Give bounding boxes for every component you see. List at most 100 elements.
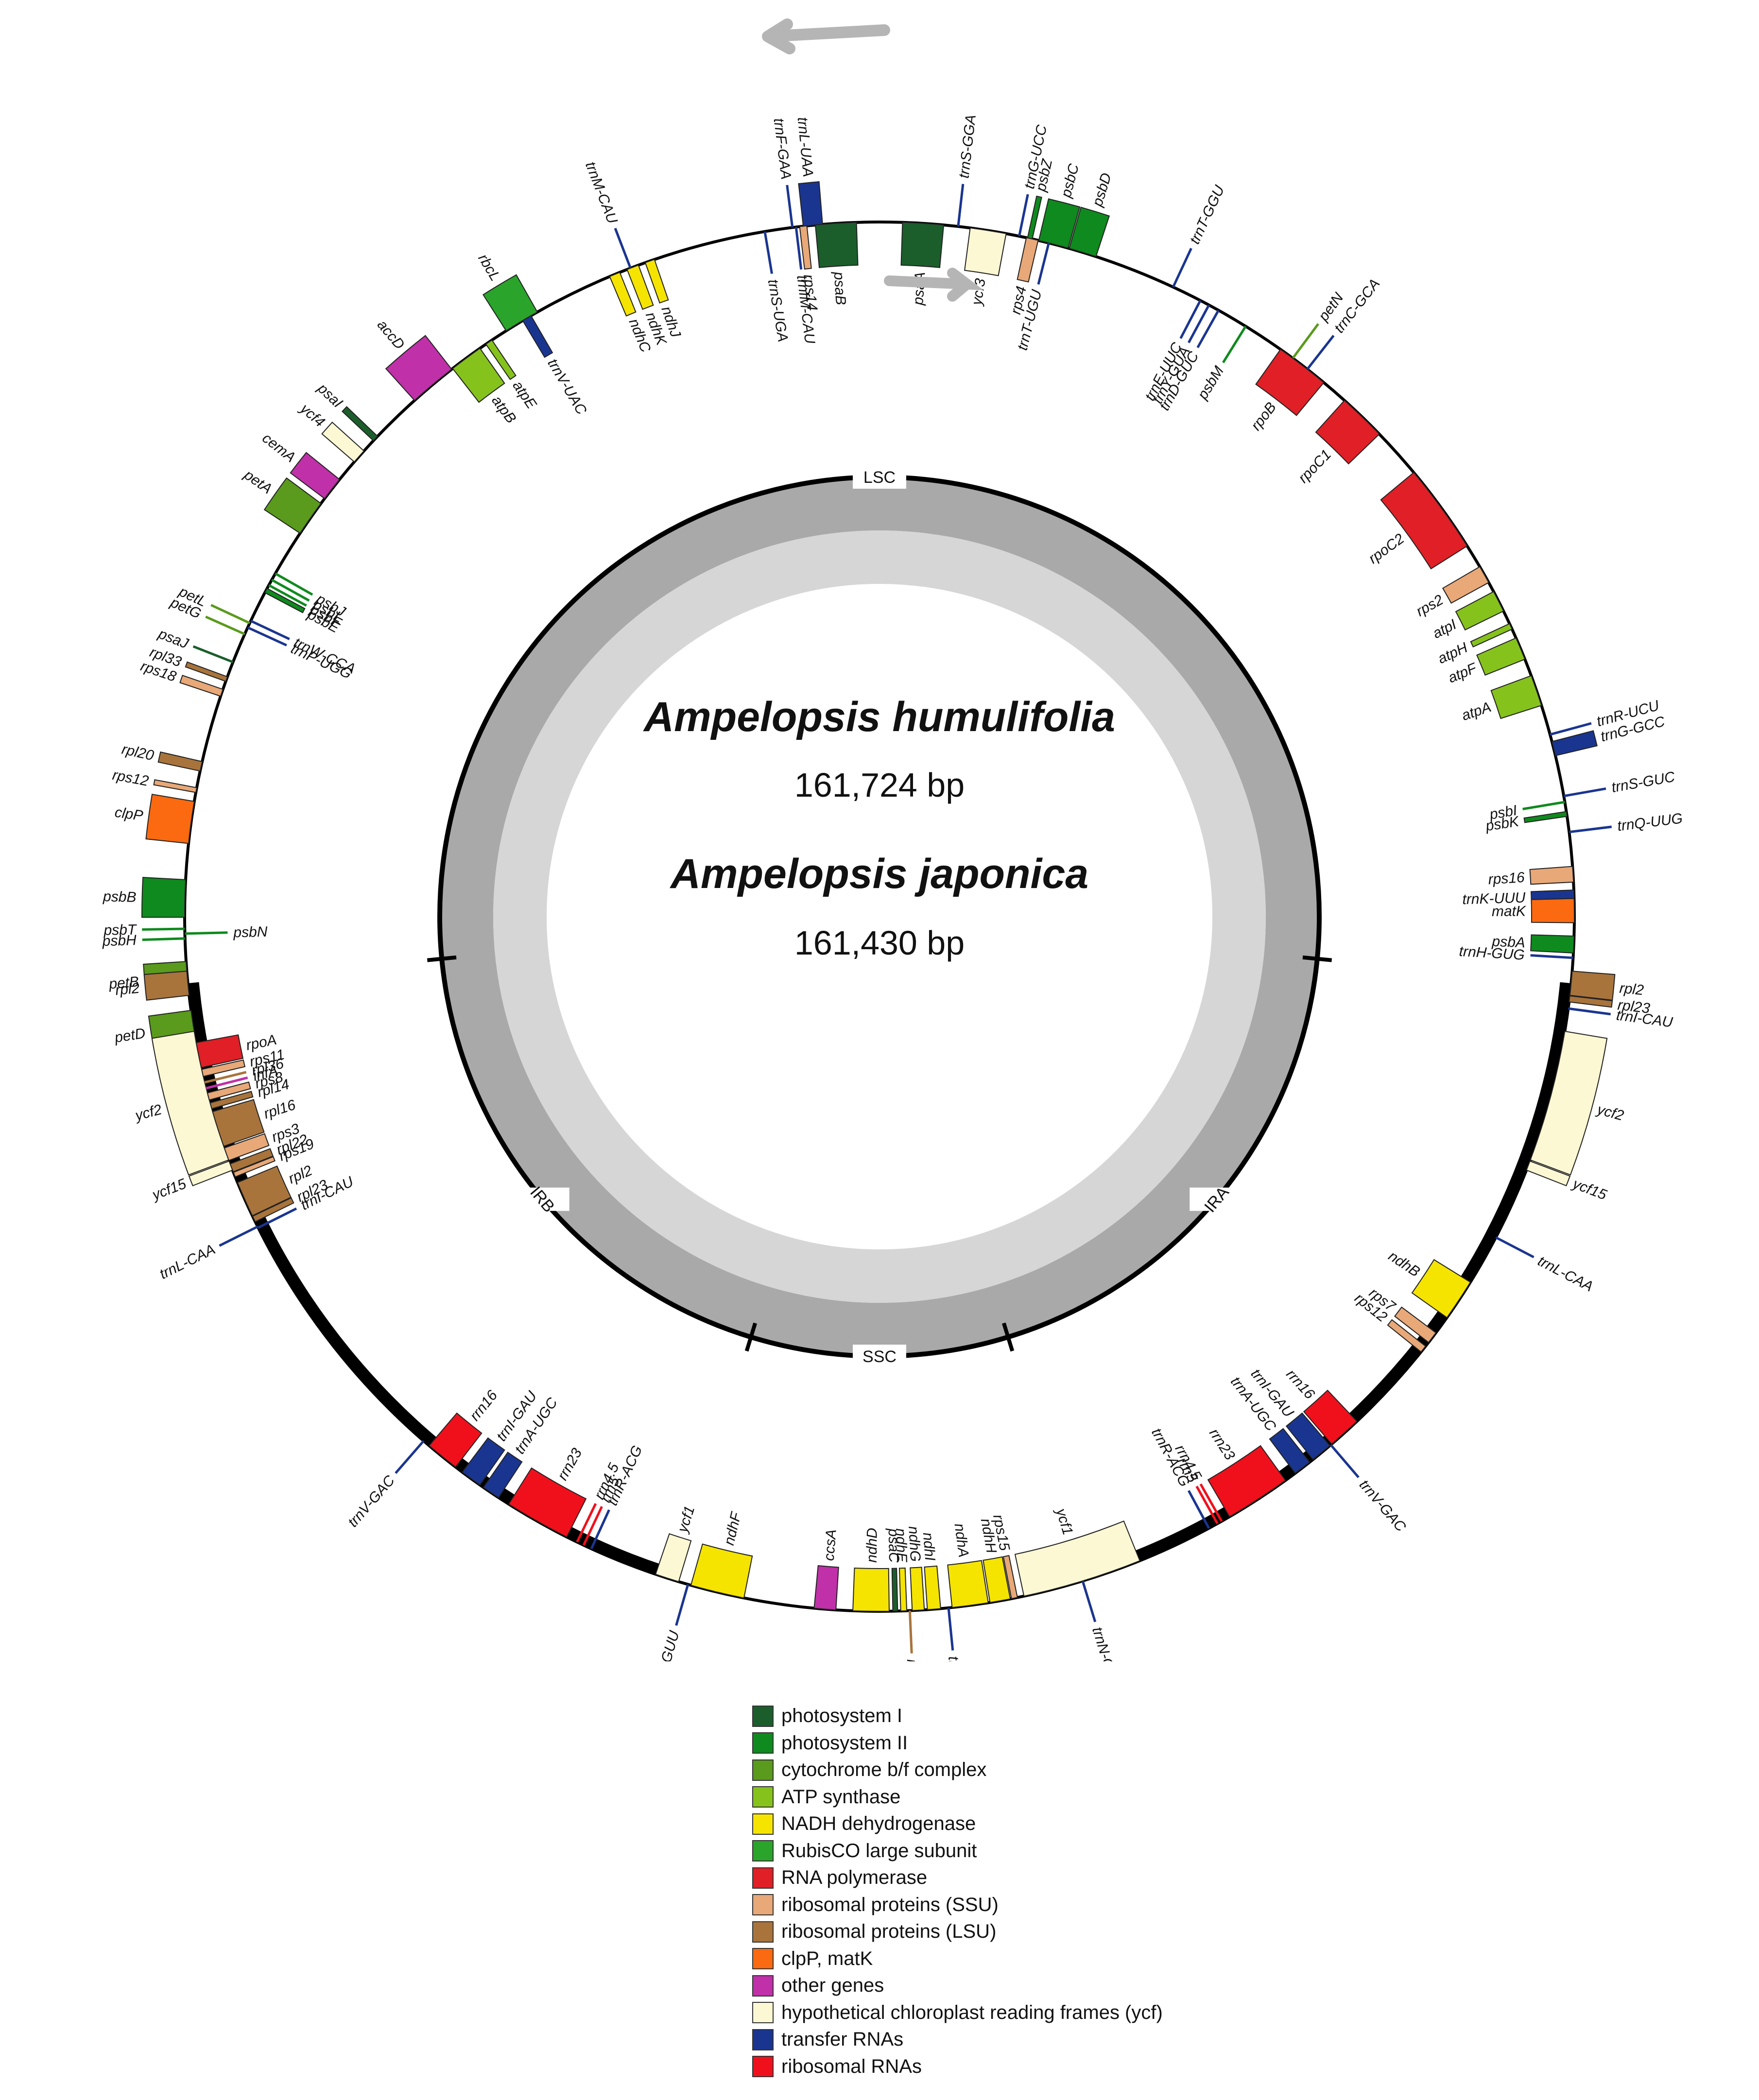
gene-rpl14: rpl14 xyxy=(209,1076,291,1110)
gene-rrn23: rrn23 xyxy=(508,1445,587,1538)
gene-label: trnN-GUU xyxy=(649,1629,683,1661)
gc-content-ring xyxy=(440,477,1319,1356)
gene-label: psaB xyxy=(830,271,848,306)
gene-label: ycf2 xyxy=(133,1101,164,1124)
gene-trnn-guu: trnN-GUU xyxy=(649,1584,690,1661)
legend-swatch xyxy=(752,1759,774,1781)
legend-item: ATP synthase xyxy=(752,1784,1163,1811)
legend-label: photosystem II xyxy=(781,1732,908,1754)
gene-trnq-uug: trnQ-UUG xyxy=(1569,810,1684,834)
legend: photosystem I photosystem II cytochrome b/… xyxy=(752,1703,1163,2080)
gene-label: ycf1 xyxy=(1052,1506,1076,1537)
gene-label: trnS-UGA xyxy=(765,278,791,343)
gene-label: trnL-CAA xyxy=(1535,1253,1596,1295)
legend-swatch xyxy=(752,2029,774,2050)
gene-label: rpoC2 xyxy=(1365,530,1407,567)
gene-label: psbC xyxy=(1058,162,1082,200)
region-label-lsc: LSC xyxy=(853,465,906,489)
gene-label: ndhE xyxy=(893,1528,910,1563)
gene-label: ccsA xyxy=(821,1529,840,1561)
legend-item: RubisCO large subunit xyxy=(752,1838,1163,1865)
gene-label: psbD xyxy=(1089,171,1115,209)
gene-label: rrn16 xyxy=(1283,1366,1318,1402)
gene-trnl-caa: trnL-CAA xyxy=(157,1225,259,1282)
gene-label: rpl20 xyxy=(120,741,155,764)
gene-rps12: rps12 xyxy=(111,767,198,793)
gene-label: psbT xyxy=(103,922,138,939)
gene-label: ndhF xyxy=(721,1510,744,1547)
gene-label: psbA xyxy=(1491,934,1526,951)
gene-label: atpE xyxy=(509,378,540,412)
gene-label: atpB xyxy=(488,393,519,426)
gene-label: psaI xyxy=(314,380,346,411)
boundary-tick-1 xyxy=(1001,1322,1015,1352)
legend-swatch xyxy=(752,1732,774,1754)
legend-label: ribosomal proteins (LSU) xyxy=(781,1921,997,1943)
gene-ndhe: ndhE xyxy=(893,1528,910,1612)
gene-label: rps14 xyxy=(800,273,820,311)
legend-swatch xyxy=(752,1867,774,1889)
gene-label: psbM xyxy=(1194,363,1227,403)
gene-accd: accD xyxy=(374,317,453,401)
gene-ccsa: ccsA xyxy=(813,1529,840,1611)
species-name-2: Ampelopsis japonica xyxy=(670,851,1088,897)
gene-label: rpoC1 xyxy=(1295,446,1335,486)
gene-ycf1: ycf1 xyxy=(655,1504,698,1583)
inner-gc-ring xyxy=(437,475,1322,1359)
region-label-ira: IRA xyxy=(1190,1183,1243,1216)
gene-label: psbH xyxy=(102,932,137,949)
gene-label: ndhG xyxy=(905,1526,923,1562)
ir-bar-0 xyxy=(1079,982,1571,1581)
gene-psaa: psaA xyxy=(900,222,945,306)
legend-item: clpP, matK xyxy=(752,1946,1163,1973)
legend-swatch xyxy=(752,2002,774,2024)
gene-label: rps2 xyxy=(1414,592,1446,620)
direction-arrows xyxy=(762,18,984,302)
gene-trni-cau: trnI-CAU xyxy=(1568,1007,1674,1031)
legend-item: cytochrome b/f complex xyxy=(752,1757,1163,1784)
gene-trnl-uag: trnL-UAG xyxy=(945,1607,967,1661)
gene-label: trnL-UAA xyxy=(794,117,816,178)
gene-trnl-caa: trnL-CAA xyxy=(1495,1236,1596,1295)
gene-rps18: rps18 xyxy=(138,658,224,697)
gene-label: trnT-GGU xyxy=(1187,183,1228,246)
gene-ndhb: ndhB xyxy=(1385,1248,1471,1318)
gene-label: trnS-GUC xyxy=(1610,769,1676,796)
region-label-ssc: SSC xyxy=(853,1345,906,1368)
gene-trns-uga: trnS-UGA xyxy=(763,231,791,343)
legend-swatch xyxy=(752,1948,774,1970)
gene-ndhd: ndhD xyxy=(852,1528,890,1612)
legend-item: hypothetical chloroplast reading frames … xyxy=(752,1999,1163,2027)
region-label-irb: IRB xyxy=(516,1183,569,1216)
legend-label: clpP, matK xyxy=(781,1947,873,1969)
gene-rpl32: rpl32 xyxy=(904,1610,921,1661)
legend-label: ribosomal RNAs xyxy=(781,2055,922,2077)
gene-rps15: rps15 xyxy=(990,1513,1018,1600)
svg-text:SSC: SSC xyxy=(862,1348,897,1366)
gene-label: trnM-CAU xyxy=(582,159,621,226)
gene-label: trnS-GGA xyxy=(956,114,979,179)
gene-label: rrn16 xyxy=(467,1387,501,1424)
gc-baseline-ring xyxy=(493,530,1266,1303)
gene-label: trnV-GAC xyxy=(345,1472,398,1530)
legend-swatch xyxy=(752,1921,774,1943)
gene-label: ndhI xyxy=(920,1532,938,1561)
legend-item: other genes xyxy=(752,1972,1163,1999)
gene-rpl23: rpl23 xyxy=(1569,995,1651,1017)
legend-item: RNA polymerase xyxy=(752,1864,1163,1892)
gene-label: matK xyxy=(1492,903,1527,920)
gene-label: rps16 xyxy=(1488,870,1525,888)
gene-label: ycf1 xyxy=(674,1504,698,1535)
gene-psbb: psbB xyxy=(103,877,187,918)
species-name-1: Ampelopsis humulifolia xyxy=(643,694,1115,740)
gene-matk: matK xyxy=(1492,898,1575,923)
gene-trnh-gug: trnH-GUG xyxy=(1459,943,1573,963)
legend-swatch xyxy=(752,2056,774,2078)
legend-swatch xyxy=(752,1813,774,1835)
legend-item: NADH dehydrogenase xyxy=(752,1810,1163,1838)
gene-label: rpl16 xyxy=(262,1097,298,1122)
boundary-tick-3 xyxy=(427,955,457,962)
gene-label: ycf15 xyxy=(149,1176,189,1203)
gene-label: ycf2 xyxy=(1595,1101,1626,1124)
gene-label: accD xyxy=(374,317,408,353)
